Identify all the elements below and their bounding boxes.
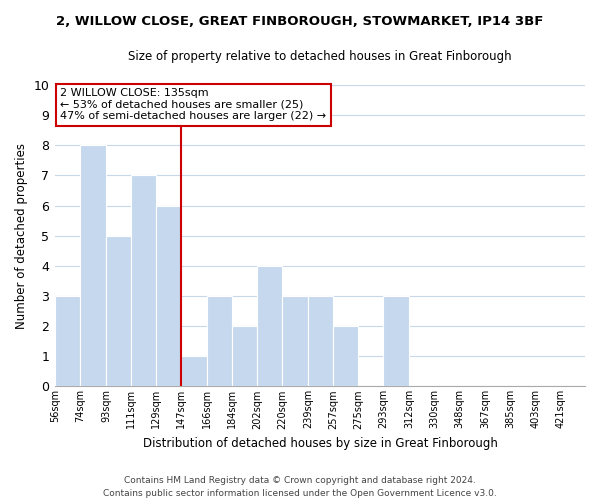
Bar <box>181 356 207 386</box>
Bar <box>55 296 80 386</box>
Bar <box>383 296 409 386</box>
X-axis label: Distribution of detached houses by size in Great Finborough: Distribution of detached houses by size … <box>143 437 497 450</box>
Bar <box>282 296 308 386</box>
Y-axis label: Number of detached properties: Number of detached properties <box>15 142 28 328</box>
Bar <box>232 326 257 386</box>
Title: Size of property relative to detached houses in Great Finborough: Size of property relative to detached ho… <box>128 50 512 63</box>
Bar <box>333 326 358 386</box>
Text: 2 WILLOW CLOSE: 135sqm
← 53% of detached houses are smaller (25)
47% of semi-det: 2 WILLOW CLOSE: 135sqm ← 53% of detached… <box>60 88 326 121</box>
Bar <box>131 176 156 386</box>
Bar <box>80 146 106 386</box>
Bar <box>257 266 282 386</box>
Bar <box>106 236 131 386</box>
Bar <box>308 296 333 386</box>
Text: Contains HM Land Registry data © Crown copyright and database right 2024.
Contai: Contains HM Land Registry data © Crown c… <box>103 476 497 498</box>
Text: 2, WILLOW CLOSE, GREAT FINBOROUGH, STOWMARKET, IP14 3BF: 2, WILLOW CLOSE, GREAT FINBOROUGH, STOWM… <box>56 15 544 28</box>
Bar <box>156 206 181 386</box>
Bar <box>207 296 232 386</box>
